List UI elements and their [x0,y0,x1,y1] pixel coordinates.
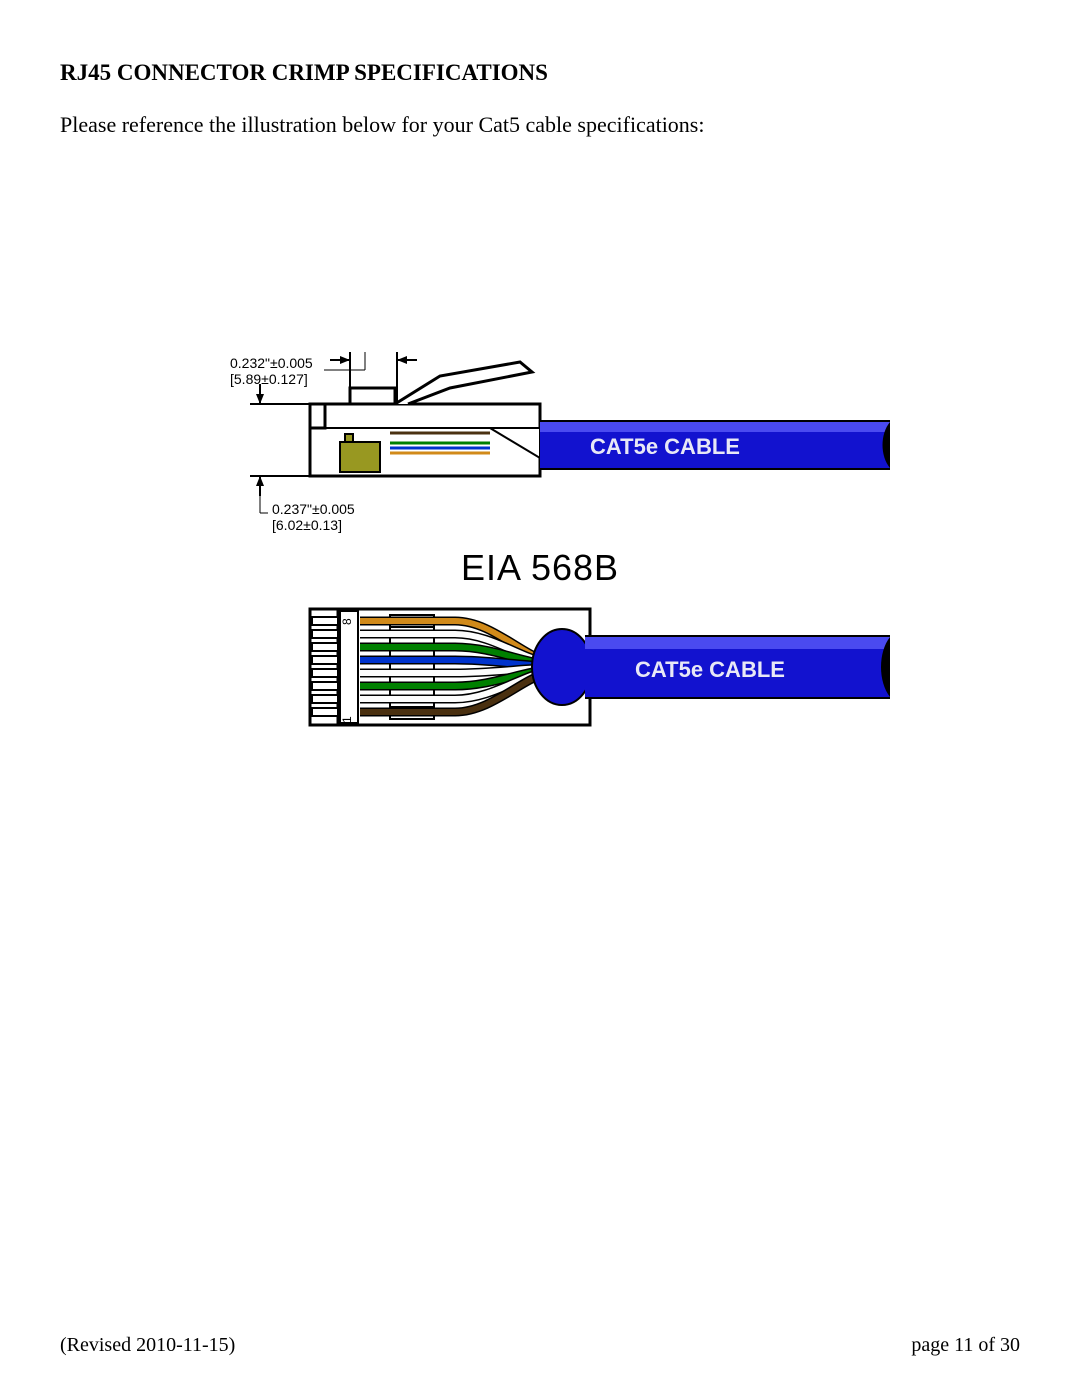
cable-label-top: CAT5e CABLE [635,657,785,682]
dim-bot-line1: 0.237"±0.005 [272,501,355,517]
cable-side: CAT5e CABLE [540,420,890,470]
dim-top-line1: 0.232"±0.005 [230,355,313,371]
section-heading: RJ45 CONNECTOR CRIMP SPECIFICATIONS [60,60,1020,86]
footer-revised: (Revised 2010-11-15) [60,1334,235,1357]
pin-1-label: 1 [340,716,354,723]
pin-8-label: 8 [340,618,354,625]
cable-label-side: CAT5e CABLE [590,434,740,459]
footer-page: page 11 of 30 [911,1334,1020,1357]
intro-text: Please reference the illustration below … [60,112,1020,138]
page-footer: (Revised 2010-11-15) page 11 of 30 [60,1334,1020,1357]
contact-block [340,442,380,472]
diagram-container: 0.232"±0.005 [5.89±0.127] 0.237"±0.005 [… [190,338,890,742]
dim-top-line2: [5.89±0.127] [230,371,308,387]
rj45-top-view: 8 1 CAT5e CABLE [190,597,890,737]
dim-bot-line2: [6.02±0.13] [272,517,342,533]
eia-label: EIA 568B [190,547,890,589]
rj45-side-view: 0.232"±0.005 [5.89±0.127] 0.237"±0.005 [… [190,338,890,538]
